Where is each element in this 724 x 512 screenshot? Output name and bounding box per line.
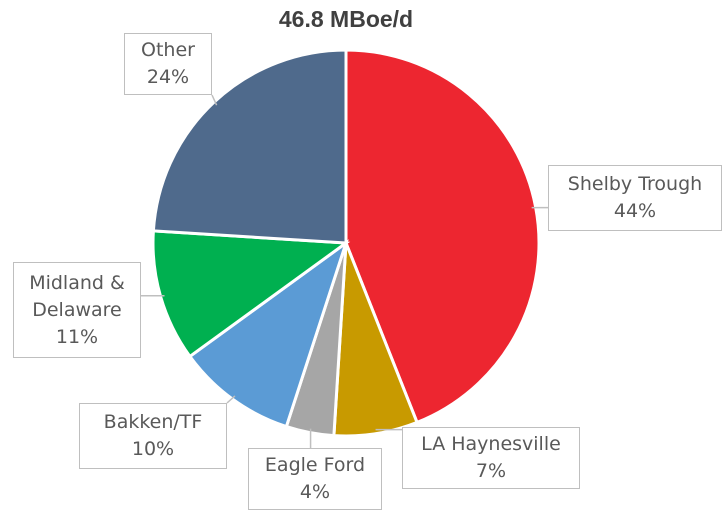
value-label: 11% [55,325,99,348]
category-label: LA Haynesville [421,433,561,455]
category-label: Other [141,39,195,61]
data-label: LA Haynesville 7% [402,427,580,489]
data-label: Other 24% [124,33,212,95]
chart-title: 46.8 MBoe/d [278,6,414,32]
leader-line [226,395,236,404]
leader-line [211,94,218,106]
category-label: Midland & Delaware [29,271,125,321]
pie-slice [187,239,349,429]
value-label: 4% [299,481,331,503]
data-label: Eagle Ford 4% [248,448,382,510]
value-label: 24% [146,66,190,88]
category-label: Bakken/TF [103,411,203,433]
data-label: Bakken/TF 10% [79,403,227,469]
category-label: Shelby Trough [567,173,703,195]
pie-slice [151,48,348,245]
value-label: 44% [613,200,657,222]
category-label: Eagle Ford [264,454,366,476]
data-label: Shelby Trough 44% [548,165,722,231]
value-label: 10% [131,438,175,460]
pie-slice [151,229,351,359]
data-label: Midland & Delaware 11% [13,262,141,358]
value-label: 7% [475,460,507,482]
